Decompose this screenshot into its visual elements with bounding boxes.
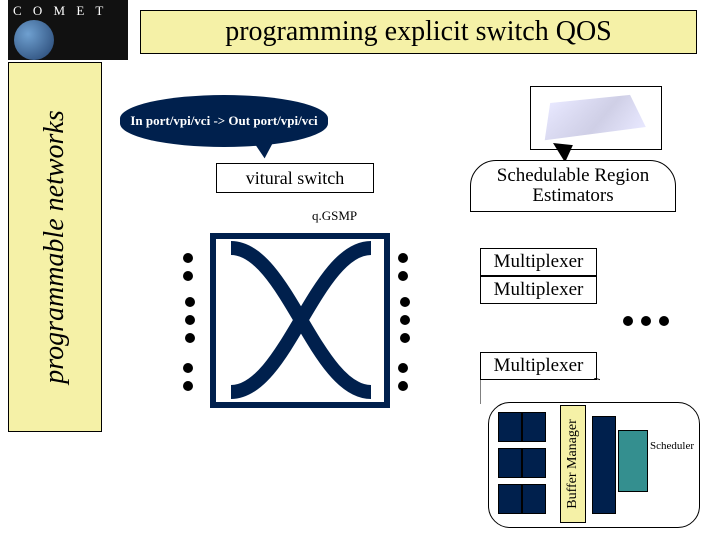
graph-callout bbox=[530, 86, 662, 150]
in-port-top bbox=[183, 253, 193, 281]
in-port-bot bbox=[183, 363, 193, 391]
buffer-manager-label: Buffer Manager bbox=[565, 419, 581, 509]
sidebar-text: programmable networks bbox=[39, 110, 71, 384]
qgsmp-label: q.GSMP bbox=[312, 208, 357, 224]
out-port-mid-dots bbox=[400, 297, 410, 343]
multiplexer-1: Multiplexer bbox=[480, 248, 597, 276]
sidebar-label: programmable networks bbox=[8, 62, 102, 432]
logo: C O M E T bbox=[8, 0, 128, 60]
buffer-manager: Buffer Manager bbox=[560, 405, 586, 523]
buffer-cell bbox=[522, 448, 546, 478]
scheduler-block bbox=[618, 430, 648, 492]
in-port-mid-dots bbox=[185, 297, 195, 343]
buffer-cell bbox=[498, 412, 522, 442]
virtual-switch-label: vitural switch bbox=[246, 168, 344, 189]
graph-surface-icon bbox=[545, 95, 646, 140]
out-port-top bbox=[398, 253, 408, 281]
buffer-cell bbox=[522, 412, 546, 442]
buffer-cell bbox=[498, 484, 522, 514]
port-mapping-text: In port/vpi/vci -> Out port/vpi/vci bbox=[130, 113, 317, 129]
page-title: programming explicit switch QOS bbox=[140, 10, 697, 54]
multiplexer-2: Multiplexer bbox=[480, 276, 597, 304]
queue-block bbox=[592, 416, 616, 514]
buffer-cell bbox=[498, 448, 522, 478]
multiplexer-2-label: Multiplexer bbox=[494, 279, 584, 301]
mux-ellipsis-h bbox=[623, 316, 669, 326]
title-text: programming explicit switch QOS bbox=[225, 16, 612, 48]
out-port-bot bbox=[398, 363, 408, 391]
sre-label: Schedulable Region Estimators bbox=[471, 166, 675, 206]
buffer-cell bbox=[522, 484, 546, 514]
multiplexer-1-label: Multiplexer bbox=[494, 251, 584, 273]
switch-frame bbox=[210, 233, 390, 408]
sre-box: Schedulable Region Estimators bbox=[470, 160, 676, 212]
scheduler-label: Scheduler bbox=[650, 440, 694, 452]
bubble-tail-icon bbox=[254, 138, 279, 160]
multiplexer-3: Multiplexer bbox=[480, 352, 597, 380]
virtual-switch-box: vitural switch bbox=[216, 163, 374, 193]
port-mapping-bubble: In port/vpi/vci -> Out port/vpi/vci bbox=[120, 95, 328, 147]
multiplexer-3-label: Multiplexer bbox=[494, 355, 584, 377]
